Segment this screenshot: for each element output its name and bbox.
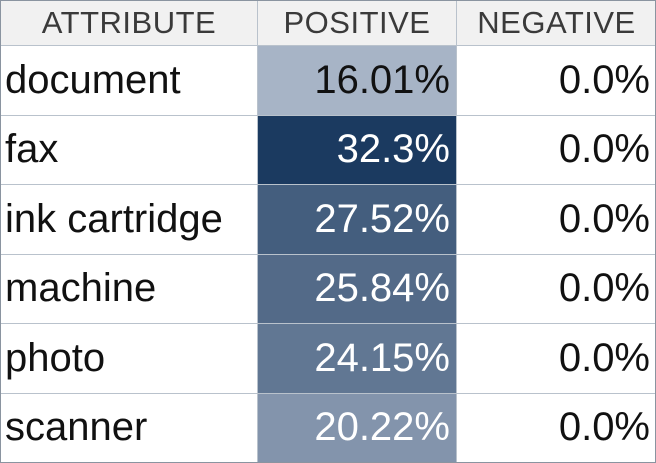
positive-cell: 16.01%	[257, 45, 457, 116]
attribute-cell: machine	[0, 253, 258, 324]
attribute-cell: scanner	[0, 392, 258, 463]
negative-cell: 0.0%	[456, 184, 656, 255]
positive-cell: 20.22%	[257, 392, 457, 463]
table-row: document 16.01% 0.0%	[0, 45, 656, 116]
attribute-cell: fax	[0, 114, 258, 185]
table-row: machine 25.84% 0.0%	[0, 253, 656, 324]
negative-column-header[interactable]: NEGATIVE	[456, 0, 656, 46]
positive-cell: 32.3%	[257, 114, 457, 185]
attribute-column-header[interactable]: ATTRIBUTE	[0, 0, 258, 46]
table-row: photo 24.15% 0.0%	[0, 323, 656, 394]
positive-cell: 24.15%	[257, 323, 457, 394]
positive-cell: 27.52%	[257, 184, 457, 255]
negative-cell: 0.0%	[456, 323, 656, 394]
attribute-cell: ink cartridge	[0, 184, 258, 255]
attribute-cell: document	[0, 45, 258, 116]
negative-cell: 0.0%	[456, 114, 656, 185]
negative-cell: 0.0%	[456, 253, 656, 324]
header-row: ATTRIBUTE POSITIVE NEGATIVE	[0, 0, 656, 46]
negative-cell: 0.0%	[456, 45, 656, 116]
table-row: scanner 20.22% 0.0%	[0, 392, 656, 463]
attribute-cell: photo	[0, 323, 258, 394]
table-row: fax 32.3% 0.0%	[0, 114, 656, 185]
positive-column-header[interactable]: POSITIVE	[257, 0, 457, 46]
positive-cell: 25.84%	[257, 253, 457, 324]
table-row: ink cartridge 27.52% 0.0%	[0, 184, 656, 255]
negative-cell: 0.0%	[456, 392, 656, 463]
